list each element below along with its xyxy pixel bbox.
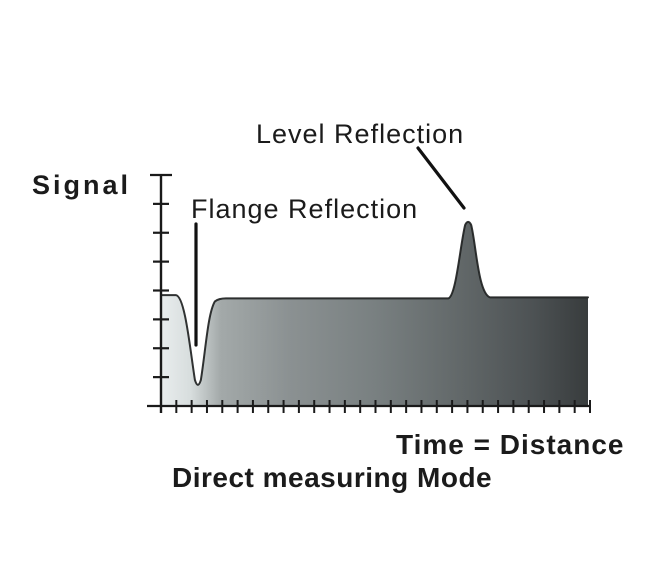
signal-curve	[160, 220, 589, 386]
level-pointer-line	[416, 146, 466, 210]
signal-area	[161, 221, 588, 406]
flange-reflection-label: Flange Reflection	[191, 194, 419, 224]
y-axis-label: Signal	[32, 170, 132, 200]
x-axis-ticks	[175, 400, 591, 413]
y-axis-ticks	[150, 173, 172, 379]
level-reflection-label: Level Reflection	[256, 119, 465, 149]
x-axis-label: Time = Distance	[396, 429, 625, 460]
chart-caption: Direct measuring Mode	[172, 462, 493, 493]
